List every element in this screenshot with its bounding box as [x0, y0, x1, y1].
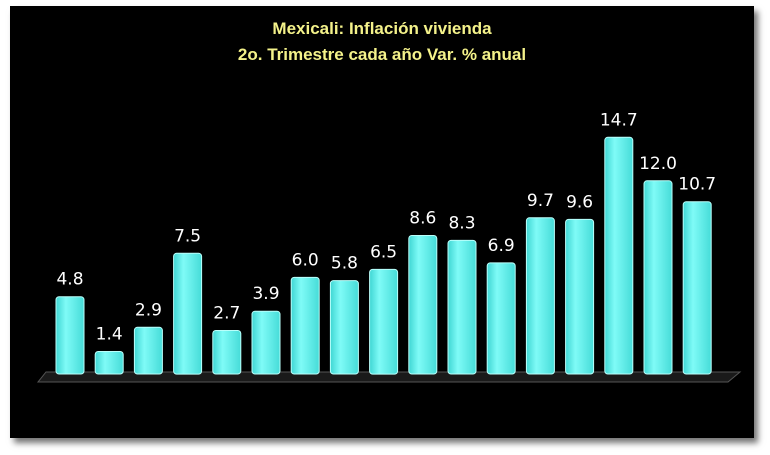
- value-label-2012: 7.5: [174, 226, 201, 246]
- bars-group: [55, 136, 712, 375]
- category-label-2019: 2019: [448, 400, 477, 415]
- chart-subtitle: 2o. Trimestre cada año Var. % anual: [238, 45, 526, 64]
- bar-2017: [369, 268, 399, 375]
- category-label-2016: 2016: [330, 400, 359, 415]
- category-label-2011: 2011: [134, 400, 162, 415]
- value-label-2019: 8.3: [448, 213, 475, 233]
- category-label-2015: 2015: [291, 400, 320, 415]
- category-label-2025: 2025: [683, 400, 712, 415]
- category-label-2021: 2021: [526, 400, 555, 415]
- category-label-2023: 2023: [604, 400, 633, 415]
- bar-2015: [290, 276, 320, 375]
- bar-2025: [682, 201, 712, 375]
- bar-2023: [604, 136, 634, 375]
- bar-2019: [447, 239, 477, 375]
- value-label-2009: 4.8: [56, 270, 83, 290]
- category-label-2014: 2014: [252, 400, 282, 415]
- value-label-2021: 9.7: [527, 191, 554, 211]
- bar-2010: [94, 351, 124, 375]
- bar-2018: [408, 235, 438, 375]
- value-label-2023: 14.7: [600, 110, 638, 130]
- category-label-2018: 2018: [408, 400, 437, 415]
- category-label-2010: 2010: [95, 400, 124, 415]
- category-label-2022: 2022: [565, 400, 594, 415]
- value-label-2020: 6.9: [488, 236, 515, 256]
- category-label-2013: 2013: [212, 400, 241, 415]
- bar-2016: [329, 280, 359, 375]
- value-label-2017: 6.5: [370, 242, 397, 262]
- bar-2021: [525, 217, 555, 375]
- value-label-2018: 8.6: [409, 209, 436, 229]
- bar-2011: [133, 326, 163, 375]
- value-label-2024: 12.0: [639, 154, 677, 174]
- category-label-2017: 2017: [369, 400, 398, 415]
- bar-2022: [565, 218, 595, 375]
- value-label-2011: 2.9: [135, 300, 162, 320]
- value-label-2025: 10.7: [678, 175, 716, 195]
- category-label-2012: 2012: [173, 400, 202, 415]
- bar-2014: [251, 310, 281, 375]
- bar-2024: [643, 180, 673, 375]
- bar-2012: [173, 252, 203, 375]
- value-label-2015: 6.0: [292, 250, 319, 270]
- value-labels-group: 4.8 1.4 2.9 7.5 2.7 3.9 6.0 5.8 6.5 8.6 8.3 6.9 9.7 9…: [56, 110, 716, 344]
- bar-2013: [212, 330, 242, 375]
- value-label-2010: 1.4: [96, 325, 123, 345]
- category-label-2020: 2020: [487, 400, 516, 415]
- bar-2020: [486, 262, 516, 375]
- value-label-2016: 5.8: [331, 254, 358, 274]
- bar-chart: Mexicali: Inflación vivienda 2o. Trimest…: [36, 19, 742, 383]
- bar-2009: [55, 296, 85, 375]
- category-axis: 2009 2010 2011 2012 2013 2014 2015 2016 2017 2018…: [56, 400, 712, 415]
- value-label-2014: 3.9: [252, 284, 279, 304]
- value-label-2022: 9.6: [566, 192, 593, 212]
- category-label-2009: 2009: [56, 400, 85, 415]
- chart-frame: Mexicali: Inflación vivienda 2o. Trimest…: [10, 6, 754, 438]
- chart-title: Mexicali: Inflación vivienda: [272, 19, 492, 38]
- category-label-2024: 2024: [644, 400, 674, 415]
- value-label-2013: 2.7: [213, 304, 240, 324]
